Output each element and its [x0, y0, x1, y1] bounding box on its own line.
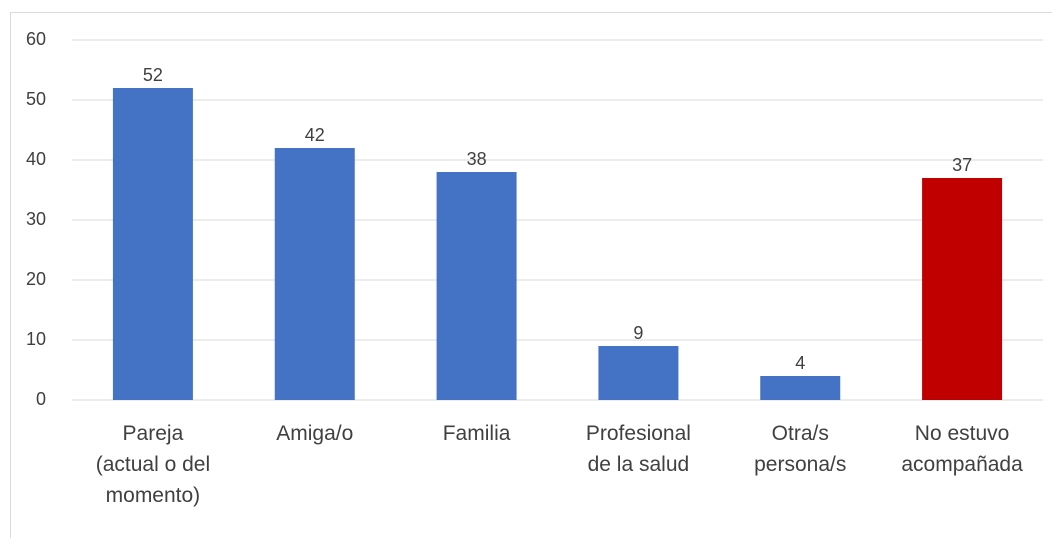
data-label: 9: [633, 323, 643, 343]
x-tick-label: No estuvo acompañada: [901, 422, 1023, 476]
x-tick-label: Familia: [442, 422, 511, 445]
bar: [112, 88, 193, 400]
data-label: 38: [467, 149, 487, 169]
y-tick-label: 20: [26, 269, 46, 289]
x-tick-label: Amiga/o: [276, 422, 354, 445]
x-tick-label: Profesional de la salud: [585, 422, 691, 476]
bar: [922, 178, 1003, 400]
x-tick-label: Otra/s persona/s: [754, 422, 847, 476]
y-tick-label: 30: [26, 209, 46, 229]
data-label: 4: [795, 353, 805, 373]
y-tick-label: 60: [26, 29, 46, 49]
y-tick-label: 50: [26, 89, 46, 109]
bar: [436, 172, 517, 400]
y-tick-label: 40: [26, 149, 46, 169]
bar: [598, 346, 679, 400]
frame: [10, 12, 1052, 538]
data-label: 42: [305, 125, 325, 145]
data-label: 52: [143, 65, 163, 85]
y-tick-label: 0: [36, 389, 46, 409]
data-label: 37: [952, 155, 972, 175]
y-tick-label: 10: [26, 329, 46, 349]
bar: [274, 148, 355, 400]
bar: [760, 376, 841, 400]
x-tick-label: Pareja (actual o del momento): [95, 422, 211, 507]
